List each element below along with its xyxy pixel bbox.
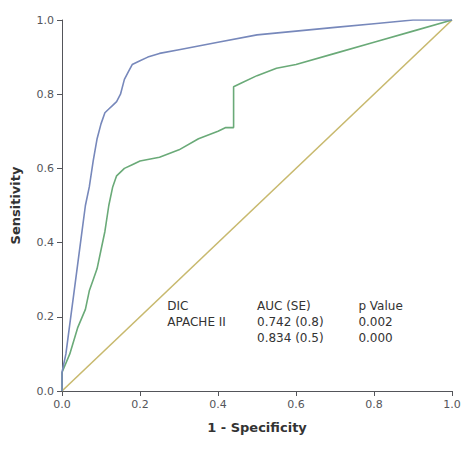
svg-text:Sensitivity: Sensitivity <box>8 166 23 244</box>
svg-text:0.742 (0.8): 0.742 (0.8) <box>257 315 324 329</box>
svg-text:p Value: p Value <box>358 299 402 313</box>
svg-text:0.8: 0.8 <box>37 88 55 101</box>
svg-text:1.0: 1.0 <box>443 398 461 411</box>
svg-text:0.834 (0.5): 0.834 (0.5) <box>257 331 324 345</box>
svg-text:0.2: 0.2 <box>37 310 55 323</box>
svg-text:0.8: 0.8 <box>365 398 383 411</box>
svg-text:0.0: 0.0 <box>53 398 71 411</box>
svg-text:0.4: 0.4 <box>37 236 55 249</box>
svg-text:0.4: 0.4 <box>209 398 227 411</box>
svg-text:0.0: 0.0 <box>37 385 55 398</box>
svg-text:1.0: 1.0 <box>37 14 55 27</box>
svg-text:0.000: 0.000 <box>358 331 392 345</box>
svg-text:0.2: 0.2 <box>131 398 149 411</box>
svg-text:0.6: 0.6 <box>287 398 305 411</box>
svg-text:APACHE II: APACHE II <box>167 315 226 329</box>
svg-text:AUC (SE): AUC (SE) <box>257 299 311 313</box>
svg-text:0.6: 0.6 <box>37 162 55 175</box>
svg-text:1 - Specificity: 1 - Specificity <box>207 420 307 435</box>
svg-text:DIC: DIC <box>167 299 188 313</box>
svg-text:0.002: 0.002 <box>358 315 392 329</box>
